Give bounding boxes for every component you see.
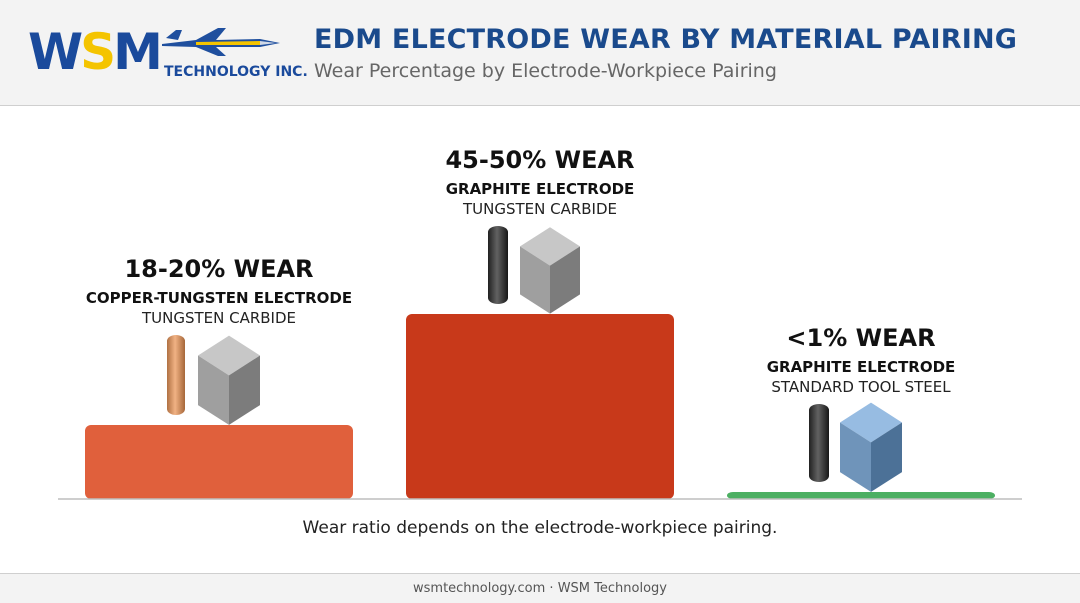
workpiece-cube-right-icon [229, 355, 260, 425]
workpiece-label: TUNGSTEN CARBIDE [141, 309, 296, 327]
electrode-label: GRAPHITE ELECTRODE [767, 358, 956, 376]
workpiece-cube-right-icon [871, 422, 902, 492]
page-title: EDM ELECTRODE WEAR BY MATERIAL PAIRING [314, 24, 1018, 55]
workpiece-label: STANDARD TOOL STEEL [771, 378, 951, 396]
bar-3 [727, 492, 995, 499]
electrode-label: GRAPHITE ELECTRODE [446, 180, 635, 198]
workpiece-cube-right-icon [550, 246, 580, 314]
page-subtitle: Wear Percentage by Electrode-Workpiece P… [314, 60, 777, 82]
electrode-rod-icon [488, 226, 508, 304]
logo-subtitle: TECHNOLOGY INC. [164, 64, 308, 80]
header: WSM TECHNOLOGY INC. EDM ELECTRODE WEAR B… [0, 0, 1080, 106]
wear-value-label: 45-50% WEAR [445, 146, 634, 174]
chart-caption: Wear ratio depends on the electrode-work… [302, 518, 778, 538]
workpiece-label: TUNGSTEN CARBIDE [462, 200, 617, 218]
workpiece-cube-left-icon [198, 355, 229, 425]
workpiece-cube-top-icon [198, 335, 260, 376]
wsm-logo: WSM TECHNOLOGY INC. [28, 20, 308, 86]
bar-2 [406, 314, 674, 499]
footer-text: wsmtechnology.com · WSM Technology [413, 581, 667, 596]
footer: wsmtechnology.com · WSM Technology [0, 573, 1080, 603]
workpiece-cube-left-icon [840, 422, 871, 492]
electrode-rod-icon [167, 335, 185, 415]
wear-value-label: 18-20% WEAR [124, 255, 313, 283]
wear-value-label: <1% WEAR [786, 324, 935, 352]
workpiece-cube-left-icon [520, 246, 550, 314]
jet-icon [162, 28, 280, 56]
electrode-label: COPPER-TUNGSTEN ELECTRODE [86, 289, 352, 307]
logo-wordmark: WSM [28, 23, 163, 81]
workpiece-cube-top-icon [840, 402, 902, 443]
electrode-rod-icon [809, 404, 829, 482]
wear-bar-chart: TUNGSTEN CARBIDE COPPER-TUNGSTEN ELECTROD… [58, 146, 1022, 500]
bar-1 [85, 425, 353, 499]
